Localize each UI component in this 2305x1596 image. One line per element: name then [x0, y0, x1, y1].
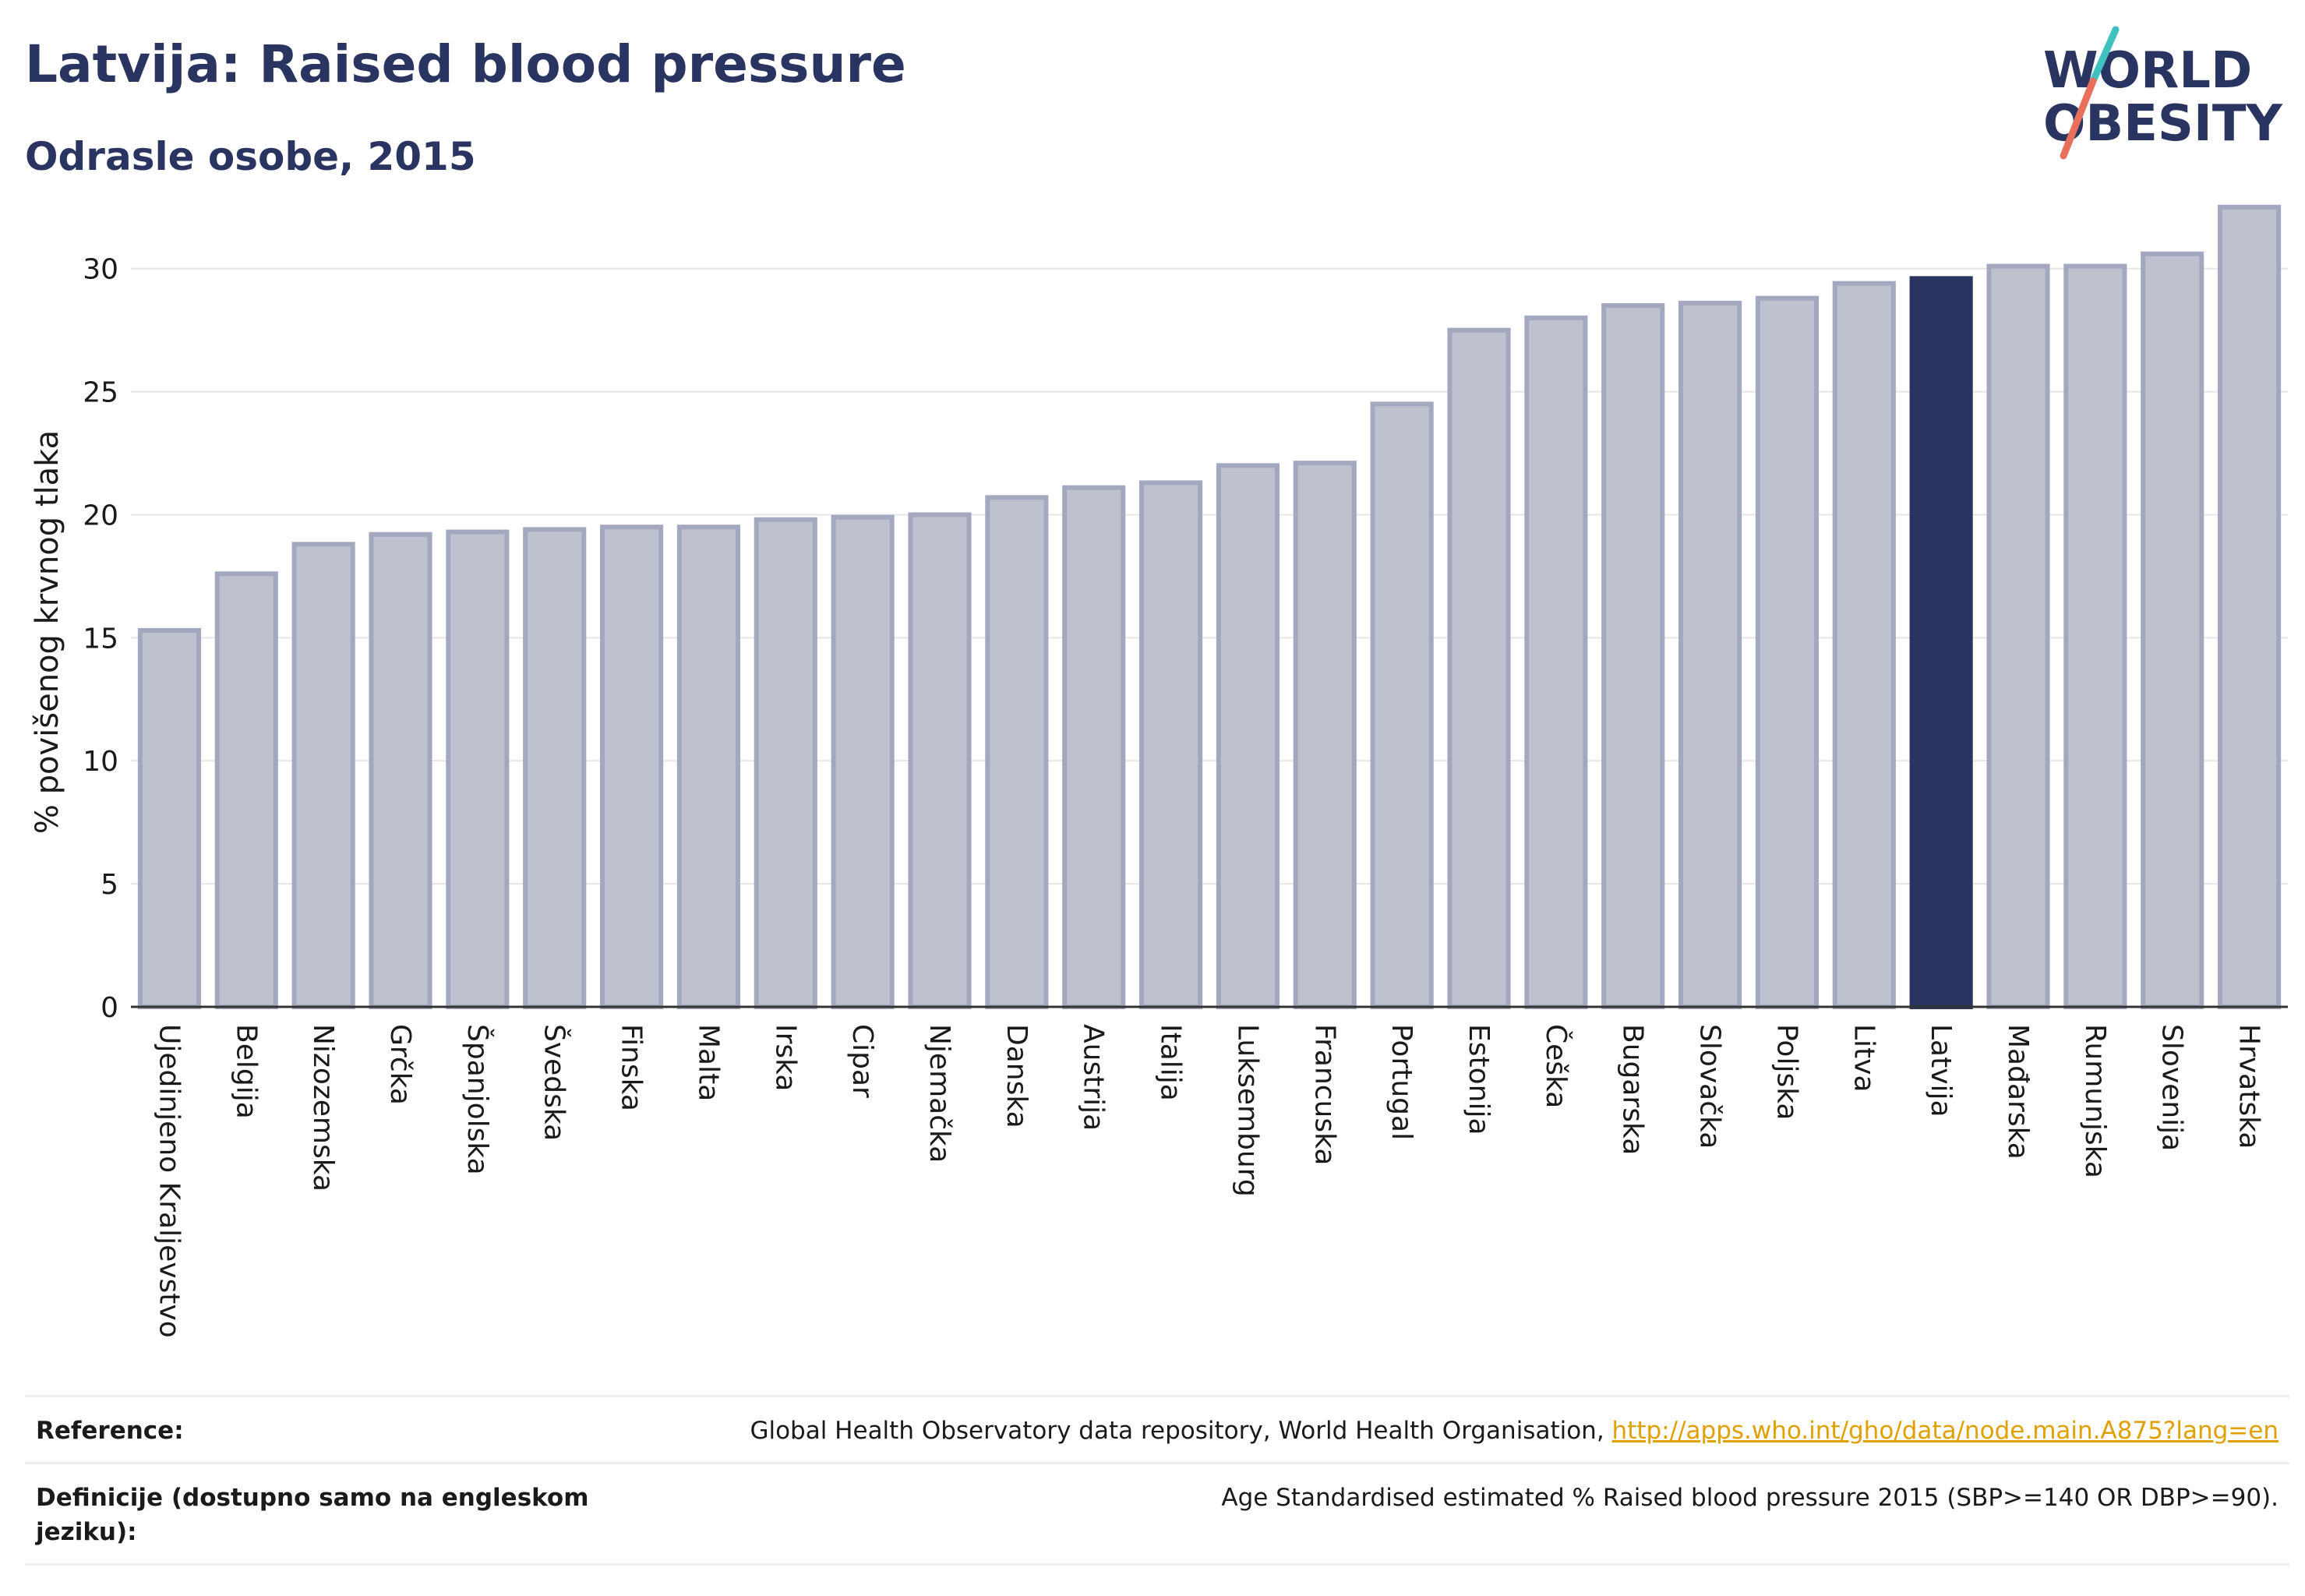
x-category-label: Belgija: [230, 1024, 262, 1119]
x-category-label: Danska: [1001, 1024, 1032, 1128]
x-category-label: Grčka: [384, 1024, 416, 1105]
reference-row: Reference: Global Health Observatory dat…: [25, 1395, 2289, 1462]
chart-title: Latvija: Raised blood pressure: [25, 34, 906, 94]
reference-link[interactable]: http://apps.who.int/gho/data/node.main.A…: [1611, 1417, 2279, 1445]
bar-bugarska: [1601, 303, 1665, 1010]
bars: [137, 204, 2282, 1010]
bar-slovenija: [2141, 251, 2204, 1010]
logo-line1: WORLD: [2043, 42, 2252, 100]
y-tick-label: 10: [83, 746, 118, 778]
bar-belgija: [214, 571, 278, 1009]
bar-portugal: [1370, 401, 1434, 1009]
x-category-label: Malta: [692, 1024, 724, 1101]
bar-malta: [676, 524, 740, 1009]
y-tick-label: 5: [101, 869, 118, 901]
x-category-label: Njemačka: [923, 1024, 955, 1163]
x-category-label: Češka: [1540, 1024, 1573, 1108]
bar-danska: [985, 495, 1049, 1009]
x-category-label: Ujedinjeno Kraljevstvo: [153, 1024, 185, 1338]
x-category-label: Francuska: [1308, 1024, 1340, 1165]
reference-label: Reference:: [36, 1417, 184, 1445]
chart-subtitle: Odrasle osobe, 2015: [25, 134, 476, 179]
y-axis-label: % povišenog krvnog tlaka: [30, 430, 65, 834]
bar-estonija: [1447, 327, 1511, 1009]
reference-source: Global Health Observatory data repositor…: [750, 1417, 1612, 1445]
x-category-label: Nizozemska: [307, 1024, 339, 1192]
bar-finska: [600, 524, 664, 1009]
definition-label: Definicije (dostupno samo na engleskom j…: [36, 1484, 589, 1546]
x-category-label: Italija: [1155, 1024, 1187, 1101]
definition-text: Age Standardised estimated % Raised bloo…: [1221, 1484, 2279, 1513]
x-category-label: Estonija: [1463, 1024, 1495, 1135]
bar-mađarska: [1986, 263, 2050, 1009]
x-category-label: Finska: [616, 1024, 648, 1111]
logo-slash-coral: [2060, 77, 2097, 160]
bar-chart: 0 5 10 15 20 25 30 Ujedinjeno Kraljevstvo Belgi…: [30, 204, 2288, 1338]
x-category-label: Slovenija: [2156, 1024, 2188, 1151]
y-tick-label: 25: [83, 377, 118, 409]
y-tick-label: 0: [101, 992, 118, 1024]
bar-švedska: [523, 527, 587, 1009]
bar-grčka: [369, 531, 432, 1009]
x-category-label: Hrvatska: [2233, 1024, 2265, 1149]
bar-španjolska: [446, 529, 510, 1009]
bar-rumunjska: [2063, 263, 2127, 1009]
definition-row: Definicije (dostupno samo na engleskom j…: [25, 1462, 2289, 1566]
x-category-label: Rumunjska: [2079, 1024, 2111, 1178]
x-category-label: Portugal: [1385, 1024, 1417, 1140]
x-category-label: Luksemburg: [1231, 1024, 1263, 1197]
bar-luksemburg: [1216, 463, 1280, 1009]
y-tick-label: 30: [83, 254, 118, 286]
x-category-label: Austrija: [1078, 1024, 1110, 1131]
bar-francuska: [1293, 461, 1357, 1009]
x-category-label: Bugarska: [1617, 1024, 1649, 1155]
bar-latvija: [1909, 276, 1973, 1009]
y-axis-ticks: 0 5 10 15 20 25 30: [83, 254, 118, 1024]
world-obesity-logo: WORLD OBESITY: [2043, 26, 2282, 160]
reference-text: Global Health Observatory data repositor…: [750, 1414, 2279, 1448]
bar-irska: [754, 517, 817, 1009]
x-category-label: Irska: [769, 1024, 801, 1091]
bar-austrija: [1062, 485, 1126, 1009]
x-category-label: Mađarska: [2002, 1024, 2034, 1160]
bar-litva: [1832, 281, 1896, 1009]
x-category-label: Švedska: [538, 1024, 571, 1141]
bar-italija: [1139, 480, 1203, 1009]
bar-njemačka: [908, 512, 972, 1009]
x-category-label: Cipar: [846, 1024, 878, 1098]
x-category-label: Poljska: [1770, 1024, 1802, 1121]
x-category-label: Latvija: [1925, 1024, 1957, 1118]
bar-ujedinjeno-kraljevstvo: [137, 627, 201, 1010]
y-tick-label: 20: [83, 500, 118, 531]
x-category-label: Slovačka: [1694, 1024, 1726, 1149]
bar-slovačka: [1678, 300, 1742, 1009]
x-category-label: Litva: [1848, 1024, 1880, 1093]
notes-table: Reference: Global Health Observatory dat…: [25, 1395, 2289, 1566]
x-axis-labels: Ujedinjeno Kraljevstvo Belgija Nizozemska G…: [153, 1024, 2264, 1338]
logo-slash-teal: [2089, 26, 2120, 85]
bar-češka: [1524, 315, 1588, 1009]
x-category-label: Španjolska: [461, 1024, 494, 1175]
bar-cipar: [831, 514, 895, 1009]
bar-nizozemska: [291, 542, 355, 1009]
bar-poljska: [1755, 295, 1819, 1010]
bar-hrvatska: [2218, 204, 2282, 1010]
y-tick-label: 15: [83, 623, 118, 655]
